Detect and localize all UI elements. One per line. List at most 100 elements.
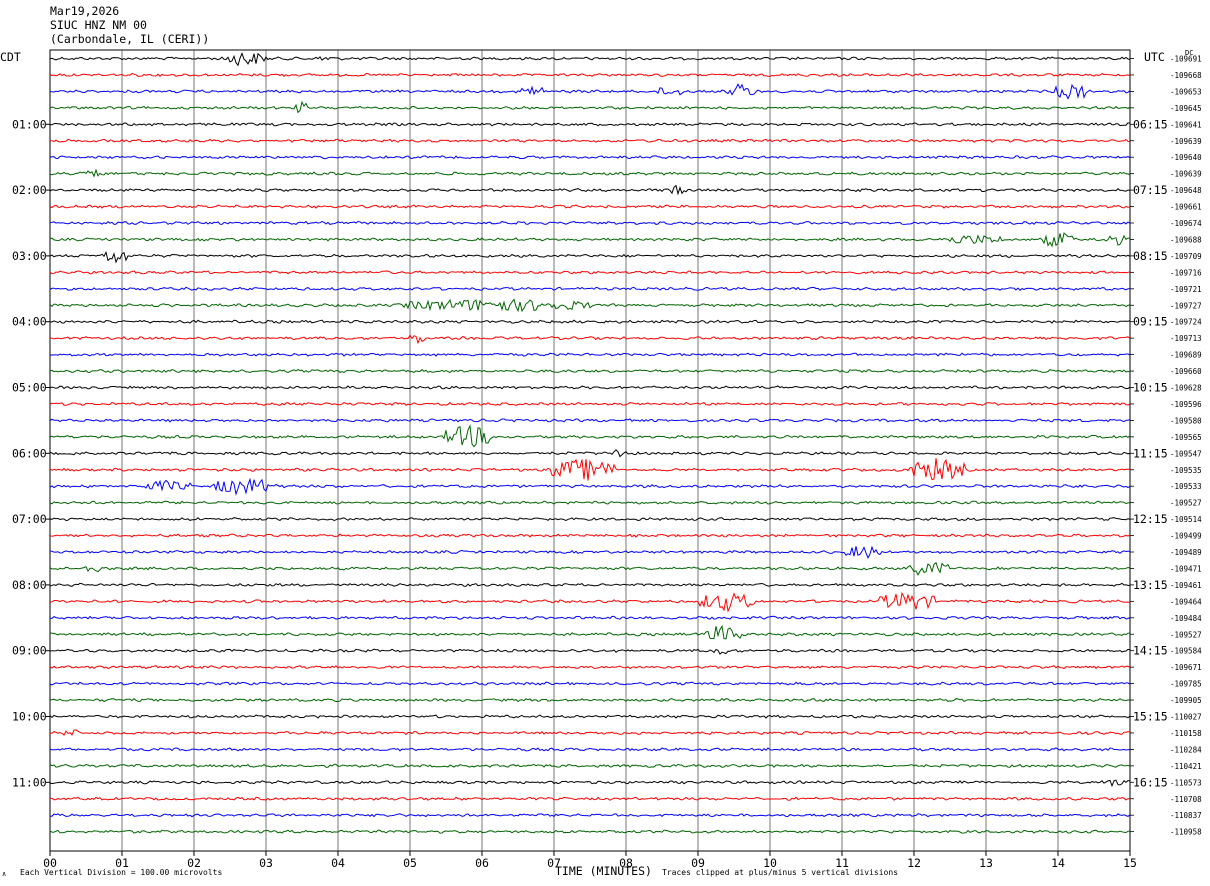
seismic-trace <box>49 779 1131 788</box>
dc-offset-label: -109713 <box>1170 334 1202 343</box>
dc-offset-label: -109489 <box>1170 548 1202 557</box>
plot-header: Mar19,2026 SIUC HNZ NM 00 (Carbondale, I… <box>50 4 209 46</box>
seismic-trace <box>49 155 1131 160</box>
clip-note: Traces clipped at plus/minus 5 vertical … <box>662 868 899 877</box>
seismic-trace <box>49 424 1131 448</box>
dc-offset-label: -109905 <box>1170 696 1202 705</box>
seismic-trace <box>49 83 1131 100</box>
location-label: (Carbondale, IL (CERI)) <box>50 32 210 46</box>
dc-offset-label: -109639 <box>1170 170 1202 179</box>
seismic-trace <box>49 582 1131 587</box>
right-hour-label: 16:15 <box>1133 775 1168 789</box>
seismic-trace <box>49 561 1131 576</box>
seismic-trace <box>49 796 1131 801</box>
seismic-trace <box>50 624 1131 640</box>
dc-offset-label: -110708 <box>1170 795 1202 804</box>
dc-offset-label: -109533 <box>1170 482 1202 491</box>
right-hour-label: 09:15 <box>1133 315 1168 329</box>
seismic-trace <box>49 250 1131 264</box>
seismic-trace <box>49 747 1131 752</box>
left-hour-label: 11:00 <box>12 775 47 789</box>
dc-offset-label: -109527 <box>1170 499 1202 508</box>
dc-offset-label: -109721 <box>1170 285 1202 294</box>
x-tick-label: 09 <box>691 856 705 870</box>
seismic-trace <box>49 714 1131 719</box>
dc-offset-label: -109724 <box>1170 318 1202 327</box>
seismic-trace <box>49 591 1131 613</box>
x-tick-label: 01 <box>115 856 129 870</box>
seismic-trace <box>49 545 1130 559</box>
right-hour-label: 15:15 <box>1133 710 1168 724</box>
dc-offset-label: -109727 <box>1170 301 1202 310</box>
right-hour-label: 08:15 <box>1133 249 1168 263</box>
seismic-trace <box>49 500 1131 505</box>
x-tick-label: 05 <box>403 856 417 870</box>
seismic-trace <box>49 697 1131 703</box>
dc-offset-label: -110027 <box>1170 713 1202 722</box>
seismic-trace <box>49 681 1131 686</box>
seismic-trace <box>49 615 1131 620</box>
scale-note: Each Vertical Division = 100.00 microvol… <box>20 868 223 877</box>
dc-offset-label: -109547 <box>1170 449 1202 458</box>
right-hour-label: 07:15 <box>1133 183 1168 197</box>
dc-offset-label: -109639 <box>1170 137 1202 146</box>
seismic-trace <box>49 352 1131 357</box>
seismic-trace <box>49 648 1131 655</box>
dc-offset-label: -109645 <box>1170 104 1202 113</box>
dc-offset-label: -109716 <box>1170 268 1202 277</box>
x-tick-label: 15 <box>1123 856 1137 870</box>
x-tick-label: 11 <box>835 856 849 870</box>
seismic-trace <box>49 477 1131 496</box>
dc-offset-label: -109785 <box>1170 680 1202 689</box>
dc-offset-label: -109640 <box>1170 153 1202 162</box>
seismic-trace <box>49 665 1131 670</box>
x-tick-label: 08 <box>619 856 633 870</box>
seismic-trace <box>49 729 1131 736</box>
left-hour-label: 03:00 <box>12 249 47 263</box>
dc-offset-label: -110573 <box>1170 778 1202 787</box>
dc-offset-label: -110284 <box>1170 745 1202 754</box>
right-hour-label: 10:15 <box>1133 381 1168 395</box>
x-tick-label: 03 <box>259 856 273 870</box>
seismic-trace <box>49 232 1131 248</box>
left-hour-label: 09:00 <box>12 644 47 658</box>
seismic-trace <box>49 458 1131 481</box>
seismic-trace <box>49 204 1131 209</box>
corner-mark: ∧ <box>2 870 7 878</box>
x-tick-label: 12 <box>907 856 921 870</box>
dc-offset-label: -109499 <box>1170 532 1202 541</box>
dc-offset-label: -109461 <box>1170 581 1202 590</box>
x-tick-label: 06 <box>475 856 489 870</box>
seismic-trace <box>49 368 1131 374</box>
dc-offset-label: -109660 <box>1170 367 1202 376</box>
left-hour-label: 08:00 <box>12 578 47 592</box>
seismic-trace <box>49 298 1131 313</box>
dc-offset-label: -109674 <box>1170 219 1202 228</box>
dc-offset-label: -110958 <box>1170 828 1202 837</box>
left-hour-label: 10:00 <box>12 710 47 724</box>
seismic-trace <box>49 449 1131 458</box>
left-hour-label: 04:00 <box>12 315 47 329</box>
x-tick-label: 07 <box>547 856 561 870</box>
dc-offset-label: -109689 <box>1170 351 1202 360</box>
right-hour-label: 11:15 <box>1133 446 1168 460</box>
dc-offset-label: -109484 <box>1170 614 1202 623</box>
station-label: SIUC HNZ NM 00 <box>50 18 147 32</box>
dc-offset-label: -109661 <box>1170 203 1202 212</box>
dc-offset-label: -109628 <box>1170 384 1202 393</box>
seismic-trace <box>49 184 1131 196</box>
seismic-trace <box>49 385 1131 390</box>
dc-offset-label: -109688 <box>1170 235 1202 244</box>
seismic-trace <box>49 334 1131 345</box>
dc-offset-label: -109535 <box>1170 466 1202 475</box>
left-hour-label: 05:00 <box>12 381 47 395</box>
dc-offset-label: -109464 <box>1170 597 1202 606</box>
dc-label: DC <box>1185 49 1194 57</box>
x-tick-label: 02 <box>187 856 201 870</box>
dc-offset-label: -109653 <box>1170 87 1202 96</box>
seismic-trace <box>49 168 1131 178</box>
left-timezone-label: CDT <box>0 50 21 64</box>
dc-offset-label: -109527 <box>1170 630 1202 639</box>
dc-offset-label: -110421 <box>1170 762 1202 771</box>
right-hour-label: 12:15 <box>1133 512 1168 526</box>
